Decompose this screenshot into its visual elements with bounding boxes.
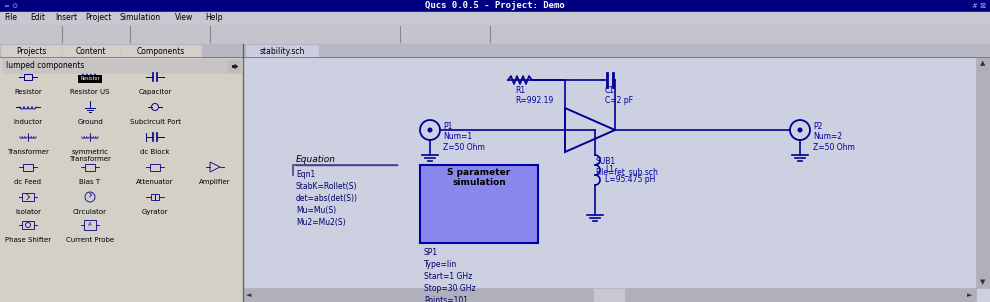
Bar <box>22 221 34 229</box>
Text: StabK=Rollet(S): StabK=Rollet(S) <box>296 182 357 191</box>
Bar <box>23 164 33 171</box>
Bar <box>246 45 318 57</box>
Text: Projects: Projects <box>16 47 47 56</box>
Bar <box>243 57 990 302</box>
Text: ◄: ◄ <box>247 292 251 298</box>
Bar <box>24 74 32 80</box>
Bar <box>0 57 243 302</box>
Text: ▲: ▲ <box>980 60 986 66</box>
Text: Bias T: Bias T <box>79 179 101 185</box>
Text: SP1: SP1 <box>424 248 439 257</box>
Text: Help: Help <box>205 14 223 23</box>
Bar <box>85 164 95 171</box>
Bar <box>0 44 990 57</box>
Bar <box>976 57 990 288</box>
Bar <box>151 194 155 200</box>
Text: Circulator: Circulator <box>73 209 107 215</box>
Text: ÷: ÷ <box>231 61 239 71</box>
Bar <box>78 75 102 83</box>
Text: S parameter
simulation: S parameter simulation <box>447 168 511 188</box>
Bar <box>243 57 976 288</box>
Text: symmetric
Transformer: symmetric Transformer <box>69 149 111 162</box>
Text: Mu=Mu(S): Mu=Mu(S) <box>296 206 337 215</box>
Text: det=abs(det(S)): det=abs(det(S)) <box>296 194 358 203</box>
Text: Insert: Insert <box>55 14 77 23</box>
Bar <box>1 45 61 57</box>
Text: Mu2=Mu2(S): Mu2=Mu2(S) <box>296 218 346 227</box>
Text: Type=lin: Type=lin <box>424 260 457 269</box>
Text: Resistor: Resistor <box>14 89 42 95</box>
Text: Transformer: Transformer <box>7 149 49 155</box>
Bar <box>62 45 120 57</box>
Text: L1
L=95.475 pH: L1 L=95.475 pH <box>605 165 655 185</box>
Text: Current Probe: Current Probe <box>66 237 114 243</box>
Text: = ⊙: = ⊙ <box>4 3 18 9</box>
Text: Capacitor: Capacitor <box>139 89 171 95</box>
Text: SUB1
File=fet_sub.sch: SUB1 File=fet_sub.sch <box>595 157 658 176</box>
Text: Resistor US: Resistor US <box>70 89 110 95</box>
Text: # ⊠: # ⊠ <box>972 3 986 9</box>
Text: Content: Content <box>76 47 106 56</box>
Text: dc Block: dc Block <box>141 149 169 155</box>
Bar <box>243 288 976 302</box>
Text: View: View <box>175 14 193 23</box>
Text: Ground: Ground <box>77 119 103 125</box>
Text: Gyrator: Gyrator <box>142 209 168 215</box>
Text: Start=1 GHz: Start=1 GHz <box>424 272 472 281</box>
Text: ►: ► <box>967 292 973 298</box>
Text: Points=101: Points=101 <box>424 296 468 302</box>
Bar <box>0 0 990 12</box>
Bar <box>22 193 34 201</box>
Text: File: File <box>4 14 17 23</box>
Text: dc Feed: dc Feed <box>15 179 42 185</box>
Bar <box>150 164 160 171</box>
Bar <box>155 194 159 200</box>
Bar <box>84 220 96 230</box>
Text: Eqn1: Eqn1 <box>296 170 315 179</box>
Bar <box>121 45 201 57</box>
Text: Components: Components <box>137 47 185 56</box>
Text: Stop=30 GHz: Stop=30 GHz <box>424 284 475 293</box>
Bar <box>0 24 990 44</box>
Text: Simulation: Simulation <box>120 14 161 23</box>
Text: Inductor: Inductor <box>14 119 43 125</box>
Text: Subcircuit Port: Subcircuit Port <box>130 119 180 125</box>
Circle shape <box>428 127 433 133</box>
Text: P1
Num=1
Z=50 Ohm: P1 Num=1 Z=50 Ohm <box>443 122 485 152</box>
Bar <box>227 60 240 72</box>
Text: Attenuator: Attenuator <box>137 179 174 185</box>
Text: Amplifier: Amplifier <box>199 179 231 185</box>
Text: Resistor: Resistor <box>80 76 100 82</box>
Text: lumped components: lumped components <box>6 62 84 70</box>
Circle shape <box>798 127 803 133</box>
Bar <box>594 289 624 301</box>
Text: Project: Project <box>85 14 111 23</box>
Text: Qucs 0.0.5 - Project: Demo: Qucs 0.0.5 - Project: Demo <box>425 2 565 11</box>
Text: P2
Num=2
Z=50 Ohm: P2 Num=2 Z=50 Ohm <box>813 122 855 152</box>
Text: Edit: Edit <box>30 14 45 23</box>
Text: R1
R=992.19: R1 R=992.19 <box>515 86 553 105</box>
Text: ▼: ▼ <box>980 279 986 285</box>
Text: A: A <box>88 223 92 227</box>
Text: ≡: ≡ <box>231 62 238 70</box>
Text: Isolator: Isolator <box>15 209 41 215</box>
Text: Phase Shifter: Phase Shifter <box>5 237 51 243</box>
Text: stability.sch: stability.sch <box>259 47 305 56</box>
Bar <box>2 59 241 73</box>
Text: Equation: Equation <box>296 155 336 164</box>
Bar <box>420 165 538 243</box>
Text: C1
C=2 pF: C1 C=2 pF <box>605 86 633 105</box>
Bar <box>0 12 990 24</box>
